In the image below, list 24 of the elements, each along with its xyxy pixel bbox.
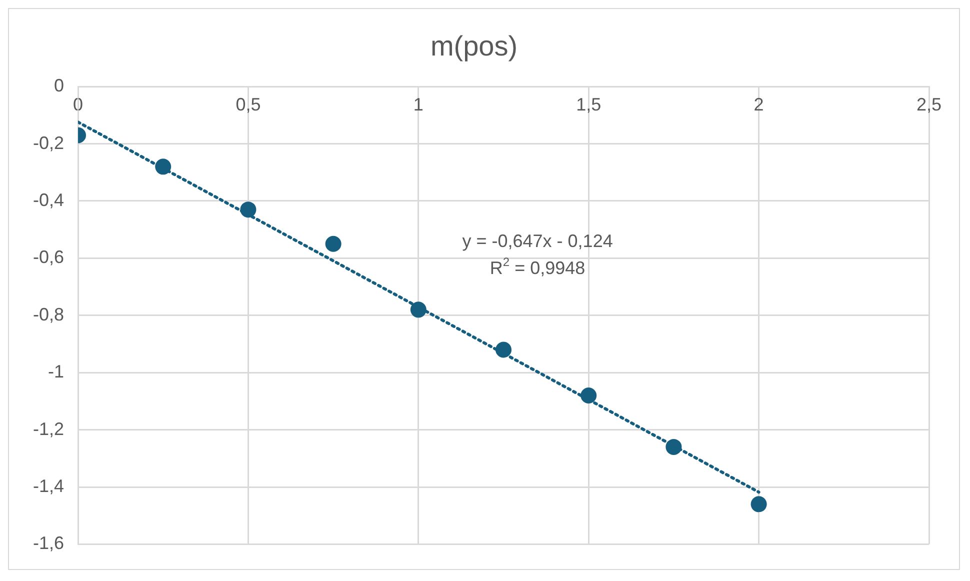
y-tick-label: -1,6 [32, 533, 64, 554]
x-tick-label: 1 [413, 94, 424, 114]
y-tick-label: -0,4 [32, 190, 64, 210]
x-tick-label: 0,5 [236, 94, 261, 114]
point [155, 158, 172, 175]
point [750, 496, 767, 512]
annotation: y = -0,647x - 0,124 [462, 230, 613, 251]
x-tick-label: 2 [754, 94, 764, 114]
point [325, 236, 342, 252]
point [666, 438, 682, 455]
y-tick-label: -1 [48, 362, 64, 382]
x-tick-label: 2,5 [916, 94, 942, 114]
chart-title: m(pos) [430, 30, 518, 62]
y-tick-label: 0 [54, 76, 64, 96]
y-tick-label: -0,2 [32, 132, 64, 153]
y-tick-label: -0,6 [32, 247, 64, 268]
point [410, 302, 426, 318]
y-tick-label: -0,8 [32, 304, 64, 324]
point [496, 342, 512, 358]
x-tick-label: 1,5 [576, 94, 602, 114]
point [240, 202, 256, 218]
point [580, 387, 597, 404]
y-tick-label: -1,4 [32, 476, 64, 496]
y-tick-label: -1,2 [32, 418, 64, 439]
